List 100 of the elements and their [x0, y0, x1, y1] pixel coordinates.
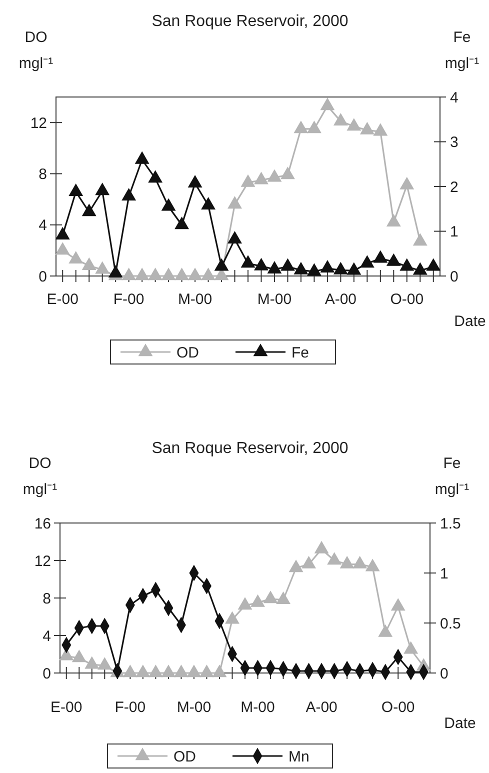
- x-tick-label: O-00: [390, 291, 424, 308]
- point: [366, 559, 380, 572]
- point: [334, 113, 348, 126]
- point: [135, 268, 149, 280]
- x-tick-label: M-00: [240, 699, 275, 716]
- legend-label: Mn: [288, 748, 310, 766]
- point: [85, 656, 99, 669]
- point: [98, 658, 112, 670]
- point: [162, 665, 176, 678]
- point: [280, 167, 295, 180]
- y2-tick-label: 0: [450, 268, 458, 286]
- point: [400, 258, 414, 271]
- y-tick-label: 0: [42, 665, 51, 682]
- point: [69, 252, 83, 264]
- y-tick-label: 12: [34, 552, 51, 570]
- point: [400, 177, 414, 190]
- point: [254, 258, 268, 270]
- y2-tick-label: 3: [450, 134, 458, 151]
- y2-tick-label: 4: [450, 89, 458, 106]
- point: [95, 183, 110, 196]
- point: [228, 231, 242, 244]
- y2-tick-label: 0: [440, 665, 448, 682]
- point: [188, 268, 202, 280]
- point: [228, 196, 242, 209]
- point: [280, 258, 295, 271]
- point: [426, 258, 440, 271]
- point: [212, 665, 226, 678]
- point: [289, 560, 303, 572]
- point: [238, 598, 252, 610]
- y2-tick-label: 1: [440, 565, 448, 582]
- point: [187, 665, 201, 678]
- point: [162, 268, 176, 280]
- point: [72, 650, 86, 662]
- point: [241, 256, 255, 268]
- point: [386, 254, 401, 266]
- point: [162, 198, 176, 211]
- point: [174, 217, 189, 230]
- y2-tick-label: 1: [450, 224, 458, 240]
- legend-label: OD: [176, 344, 200, 362]
- point: [201, 268, 216, 280]
- x-axis-title: Date: [444, 715, 476, 732]
- point: [69, 184, 83, 196]
- point: [294, 262, 308, 274]
- point: [374, 124, 388, 136]
- point: [347, 118, 361, 131]
- point: [276, 592, 290, 604]
- point: [225, 612, 240, 624]
- point: [56, 227, 70, 240]
- point: [254, 172, 268, 184]
- point: [148, 665, 163, 678]
- point: [404, 642, 418, 654]
- point: [314, 541, 328, 554]
- chart-title: San Roque Reservoir, 2000: [152, 13, 348, 30]
- point: [413, 262, 427, 275]
- y-tick-label: 16: [34, 515, 51, 532]
- y2-tick-label: 2: [450, 178, 458, 196]
- y-tick-label: 8: [42, 590, 51, 608]
- point: [188, 176, 202, 188]
- point: [378, 624, 392, 637]
- point: [268, 170, 282, 182]
- point: [174, 268, 189, 280]
- point: [268, 261, 282, 274]
- point: [250, 594, 265, 607]
- point: [201, 197, 216, 210]
- x-tick-label: F-00: [114, 699, 146, 716]
- point: [334, 262, 348, 274]
- point: [307, 264, 322, 276]
- point: [320, 98, 334, 110]
- y2-tick-label: 0.5: [440, 615, 461, 632]
- x-tick-label: M-00: [176, 699, 212, 716]
- y-tick-label: 12: [30, 114, 47, 132]
- point: [122, 268, 136, 280]
- y-tick-label: 8: [38, 166, 47, 183]
- y-tick-label: 4: [38, 217, 47, 234]
- point: [214, 258, 228, 271]
- point: [347, 262, 361, 275]
- point: [200, 665, 214, 678]
- point: [82, 204, 96, 216]
- y2-axis-title: Fe mgl⁻¹: [444, 29, 480, 72]
- point: [320, 260, 334, 273]
- point: [148, 268, 162, 280]
- legend-label: OD: [174, 748, 196, 766]
- legend-label: Fe: [292, 344, 310, 362]
- point: [148, 170, 162, 183]
- point: [327, 552, 342, 565]
- x-tick-label: M-00: [178, 291, 212, 308]
- y-axis-title: DO mgl⁻¹: [18, 29, 54, 72]
- chart-title: San Roque Reservoir, 2000: [152, 440, 348, 457]
- point: [352, 556, 367, 568]
- point: [302, 556, 316, 568]
- point: [294, 121, 308, 134]
- y-axis-title: DO mgl⁻¹: [22, 455, 58, 498]
- point: [136, 665, 150, 678]
- point: [391, 598, 405, 611]
- x-tick-label: F-00: [113, 291, 144, 308]
- point: [241, 174, 255, 187]
- point: [95, 262, 110, 274]
- point: [374, 250, 388, 263]
- x-tick-label: A-00: [324, 291, 357, 308]
- point: [82, 258, 96, 270]
